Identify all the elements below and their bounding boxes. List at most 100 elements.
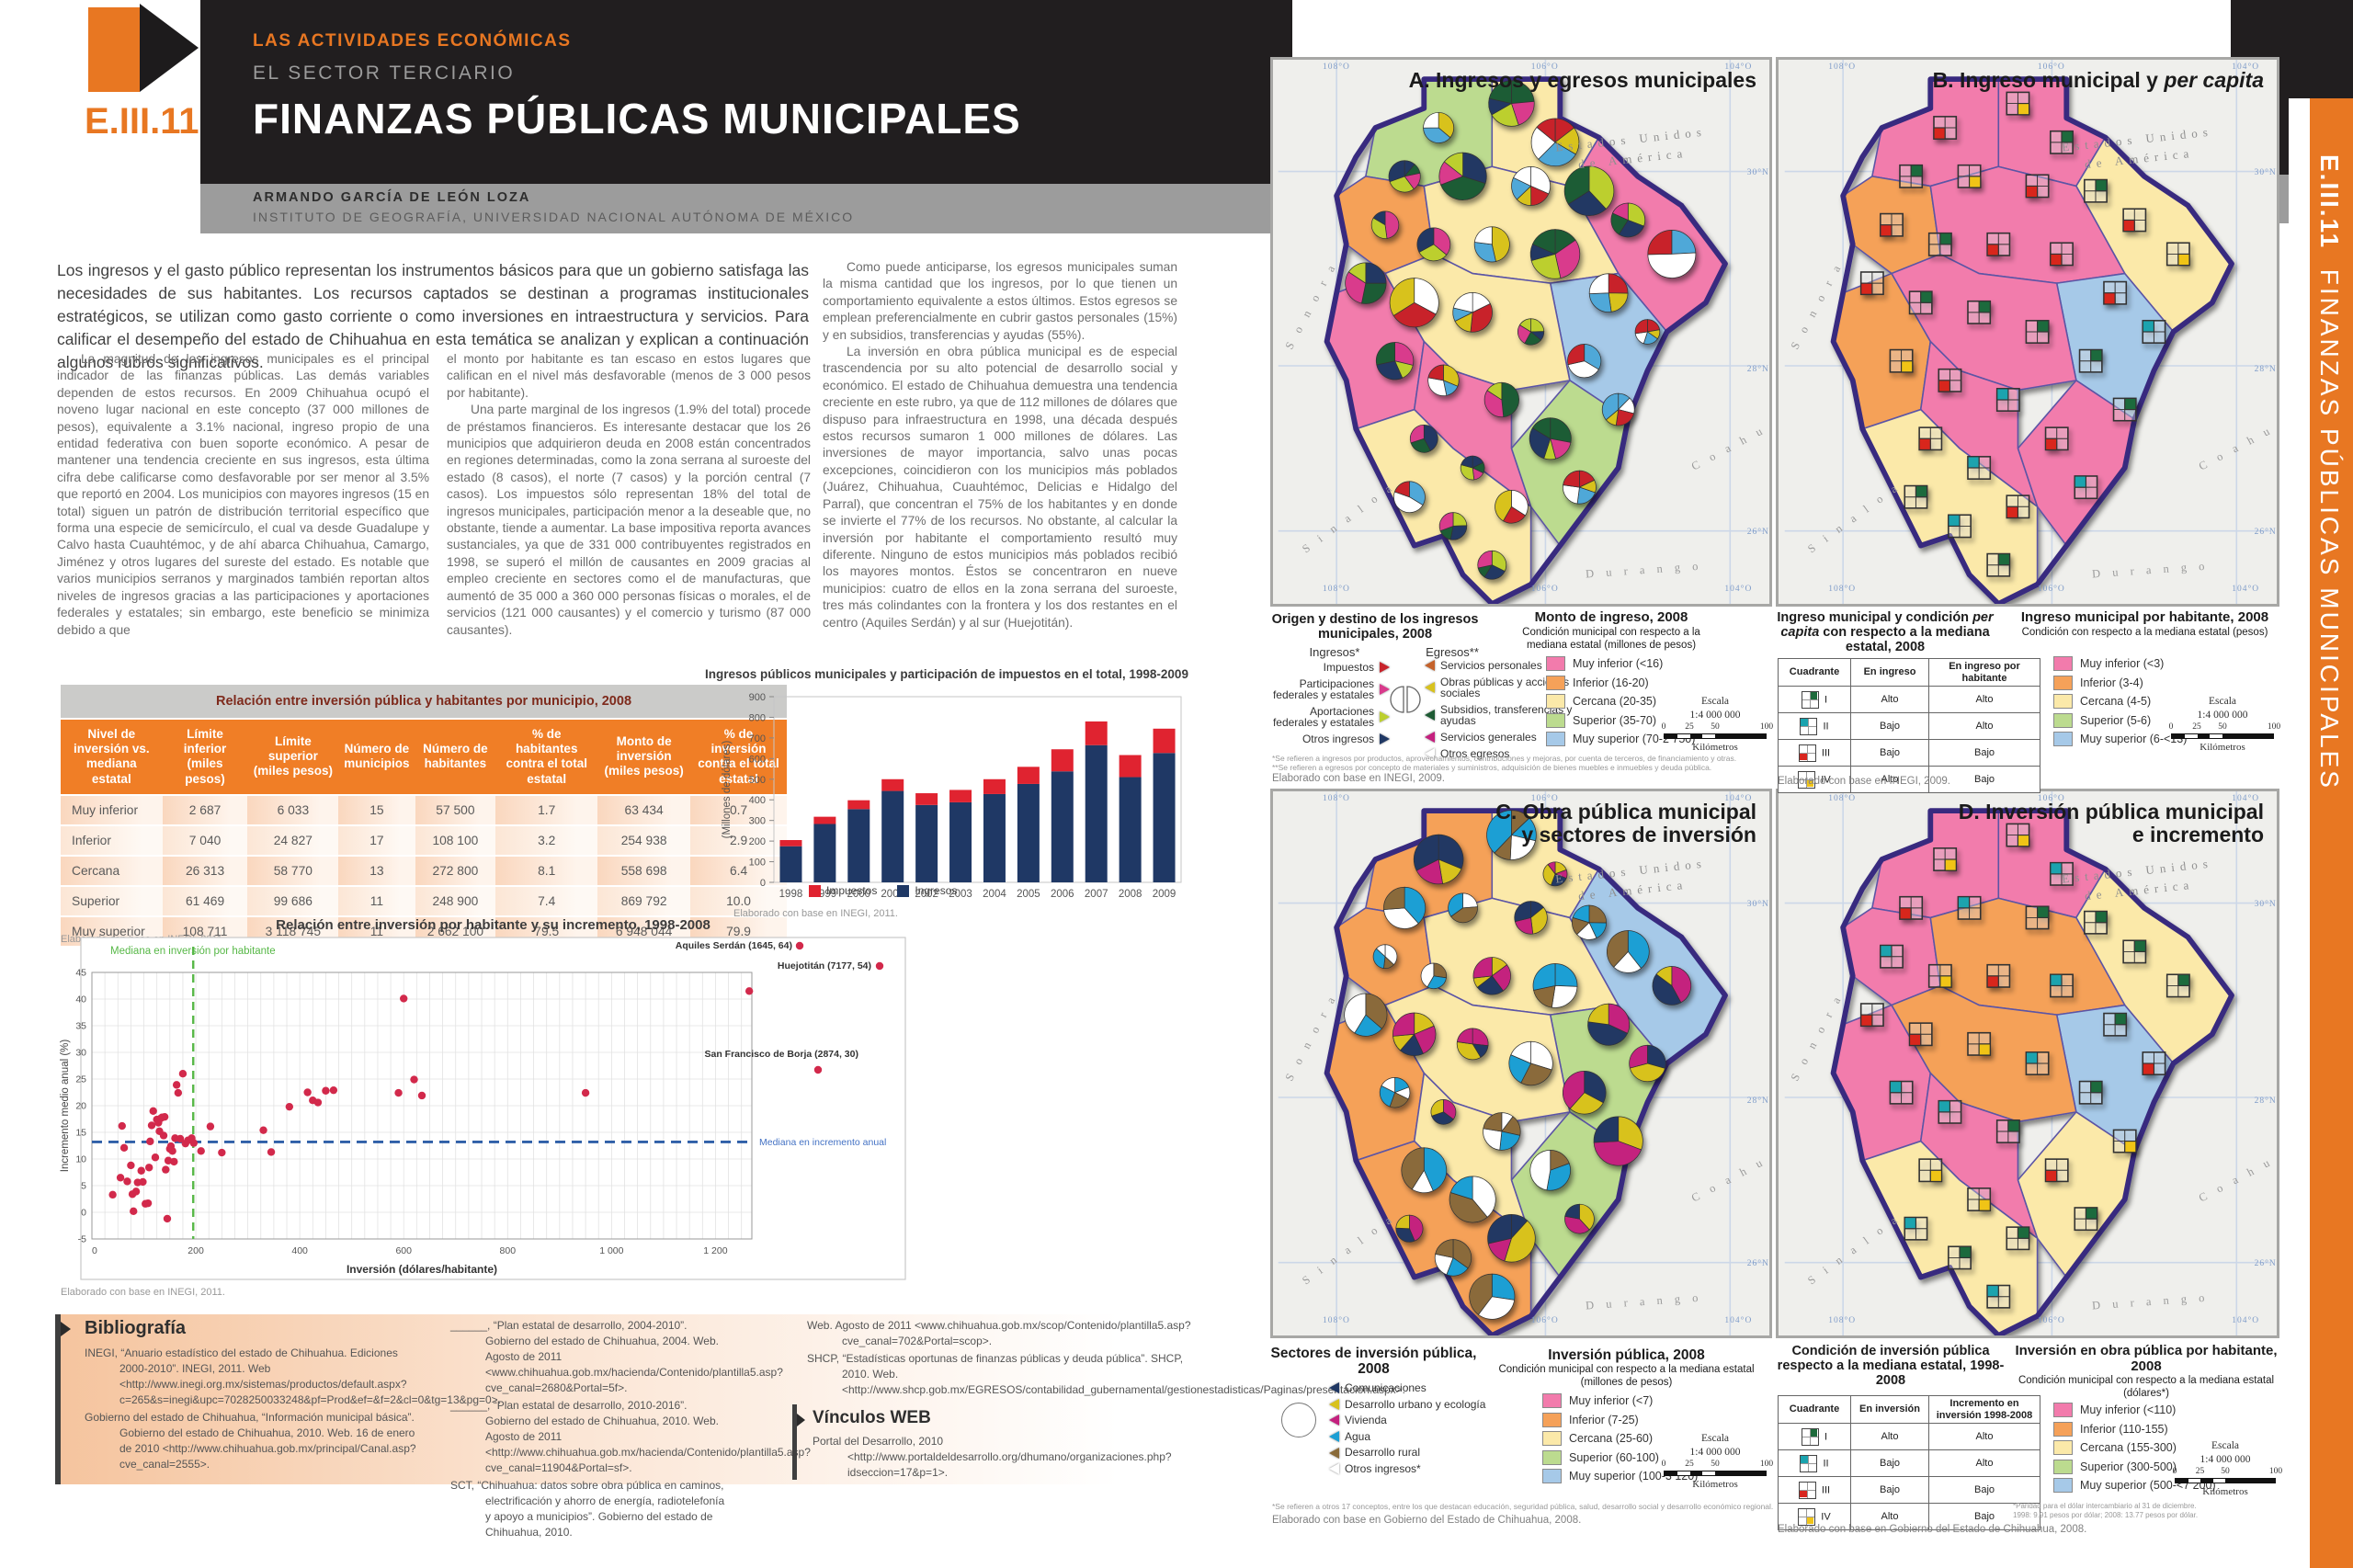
scalebar-bar bbox=[1664, 1470, 1767, 1476]
svg-text:45: 45 bbox=[75, 968, 86, 979]
legend-a-egresos-list: Servicios personales Obras públicas y acc… bbox=[1425, 660, 1581, 764]
legend-a-right-title: Monto de ingreso, 2008 bbox=[1534, 609, 1688, 625]
table-header-cell: % de habitantes contra el total estatal bbox=[495, 720, 598, 794]
class-swatch bbox=[2053, 712, 2073, 728]
coordinate-label: 104°O bbox=[1724, 585, 1753, 595]
pie-marker-slice bbox=[1462, 152, 1487, 185]
quadrant-cell: Bajo bbox=[1850, 739, 1929, 767]
pie-marker-slice bbox=[1360, 282, 1387, 304]
legend-b-right-sub: Condición con respecto a la mediana esta… bbox=[2021, 627, 2268, 638]
legend-a-footnote-1: *Se refieren a ingresos por productos, a… bbox=[1272, 754, 1737, 763]
scatter-point bbox=[139, 1177, 147, 1187]
pie-marker-slice bbox=[1477, 550, 1493, 569]
scatter-point bbox=[137, 1166, 145, 1175]
pie-marker-slice bbox=[1393, 481, 1410, 498]
quadrant-marker bbox=[2084, 178, 2108, 203]
coordinate-label: 104°O bbox=[1724, 62, 1753, 72]
pie-marker-slice bbox=[1554, 963, 1578, 987]
circle-icon bbox=[1281, 1403, 1316, 1437]
svg-text:0: 0 bbox=[81, 1208, 86, 1219]
legend-class-row: Cercana (4-5) bbox=[2053, 692, 2187, 711]
scatter-point bbox=[313, 1098, 323, 1107]
pie-marker-slice bbox=[1427, 364, 1444, 381]
legend-d-right-title: Inversión en obra pública por habitante,… bbox=[2015, 1343, 2278, 1374]
class-swatch bbox=[2053, 1403, 2073, 1418]
pie-marker-slice bbox=[1569, 1092, 1604, 1115]
investment-table-grid: Nivel de inversión vs. mediana estatal Lí… bbox=[61, 718, 787, 948]
pie-marker-slice bbox=[1433, 227, 1451, 256]
class-swatch bbox=[2053, 1421, 2073, 1437]
svg-text:500: 500 bbox=[749, 775, 766, 786]
arrow-icon bbox=[1380, 733, 1390, 745]
class-swatch bbox=[2053, 1459, 2073, 1474]
scatter-point bbox=[285, 1102, 294, 1111]
table-header-cell: Número de municipios bbox=[338, 720, 415, 794]
map-b-title-italic: per capita bbox=[2164, 68, 2264, 92]
pie-marker-slice bbox=[1611, 202, 1629, 221]
legend-b-quadrant-table: Cuadrante En ingreso En ingreso por habita… bbox=[1778, 657, 2040, 794]
table-cell: 10.0 bbox=[690, 886, 787, 915]
map-d-source: Elaborado con base en Gobierno del Estad… bbox=[1778, 1524, 2087, 1535]
coordinate-label: 106°O bbox=[2037, 793, 2065, 803]
quadrant-cell: III bbox=[1778, 739, 1851, 767]
scalebar-escala: Escala bbox=[1700, 696, 1729, 707]
arrow-icon bbox=[1425, 710, 1435, 722]
pie-marker-slice bbox=[1384, 944, 1398, 966]
legend-a-ingresos-header: Ingresos* bbox=[1309, 645, 1360, 659]
sidebar-strip bbox=[2310, 98, 2353, 1568]
paragraph: el monto por habitante es tan escaso en … bbox=[447, 352, 811, 400]
quadrant-table: Cuadrante En ingreso En ingreso por habita… bbox=[1778, 657, 2040, 794]
legend-arrow-row: Aportaciones federales y estatales bbox=[1270, 705, 1390, 729]
class-swatch bbox=[1542, 1449, 1562, 1465]
bar-chart-svg: 0 100 200 300 400 500 600 700 800 900 (Millones de… bbox=[722, 692, 1182, 900]
coordinate-label: 106°O bbox=[1530, 585, 1559, 595]
pie-marker-slice bbox=[1395, 1214, 1410, 1230]
legend-d-quadrant-table: Cuadrante En inversión Incremento en inver… bbox=[1778, 1394, 2040, 1531]
pie-marker-slice bbox=[1477, 1296, 1516, 1320]
map-d-title-line2: e incremento bbox=[2131, 823, 2264, 847]
scalebar-ratio: 1:4 000 000 bbox=[1689, 709, 1741, 721]
bibliography-col-2: ______, “Plan estatal de desarrollo, 200… bbox=[450, 1318, 811, 1542]
pie-marker-slice bbox=[1579, 1203, 1595, 1231]
quadrant-marker bbox=[1957, 895, 1982, 920]
pie-marker-slice bbox=[1410, 424, 1425, 444]
table-cell: 11 bbox=[338, 886, 415, 915]
bibliography-heading: Bibliografía bbox=[85, 1318, 187, 1338]
svg-text:2006: 2006 bbox=[1051, 889, 1074, 900]
pie-marker-slice bbox=[1491, 1273, 1516, 1301]
bar-chart-title: Ingresos públicos municipales y particip… bbox=[705, 667, 1188, 681]
section-subtitle: EL SECTOR TERCIARIO bbox=[253, 62, 516, 84]
svg-text:15: 15 bbox=[75, 1128, 86, 1139]
pie-marker-slice bbox=[1588, 904, 1608, 924]
quadrant-marker bbox=[2050, 861, 2074, 886]
coordinate-label: 108°O bbox=[1828, 1316, 1857, 1326]
page-title: FINANZAS PÚBLICAS MUNICIPALES bbox=[253, 95, 1021, 142]
scatter-title: Relación entre inversión por habitante y… bbox=[276, 917, 710, 933]
legend-arrow-row: Participaciones federales y estatales bbox=[1270, 677, 1390, 701]
class-swatch bbox=[2053, 656, 2073, 672]
scatter-annotation-point bbox=[875, 961, 884, 971]
quadrant-marker bbox=[1889, 1080, 1914, 1105]
pie-marker-slice bbox=[1389, 278, 1415, 316]
scatter-point bbox=[119, 1143, 129, 1153]
pie-marker-slice bbox=[1530, 126, 1556, 160]
svg-text:2009: 2009 bbox=[1153, 889, 1176, 900]
pie-marker-slice bbox=[1449, 1191, 1488, 1223]
table-cell: 61 469 bbox=[162, 886, 248, 915]
class-label: Superior (5-6) bbox=[2080, 713, 2152, 727]
scatter-annotation-point bbox=[795, 941, 804, 950]
scatter-point bbox=[144, 1164, 153, 1172]
scatter-point bbox=[581, 1088, 590, 1097]
scatter-annotation: Aquiles Serdán (1645, 64) bbox=[676, 940, 792, 951]
coordinate-label: 104°O bbox=[1724, 793, 1753, 803]
coordinate-label: 108°O bbox=[1828, 793, 1857, 803]
bar-impuestos bbox=[1017, 767, 1040, 784]
quadrant-marker bbox=[1967, 1031, 1992, 1056]
scatter-point bbox=[149, 1107, 157, 1115]
pie-marker-slice bbox=[1538, 142, 1576, 167]
kicker: LAS ACTIVIDADES ECONÓMICAS bbox=[253, 31, 572, 51]
quadrant-marker bbox=[2006, 494, 2030, 519]
table-header-cell: Nivel de inversión vs. mediana estatal bbox=[61, 720, 163, 794]
coordinate-label: 108°O bbox=[1323, 793, 1350, 803]
scatter-point bbox=[394, 1088, 403, 1097]
